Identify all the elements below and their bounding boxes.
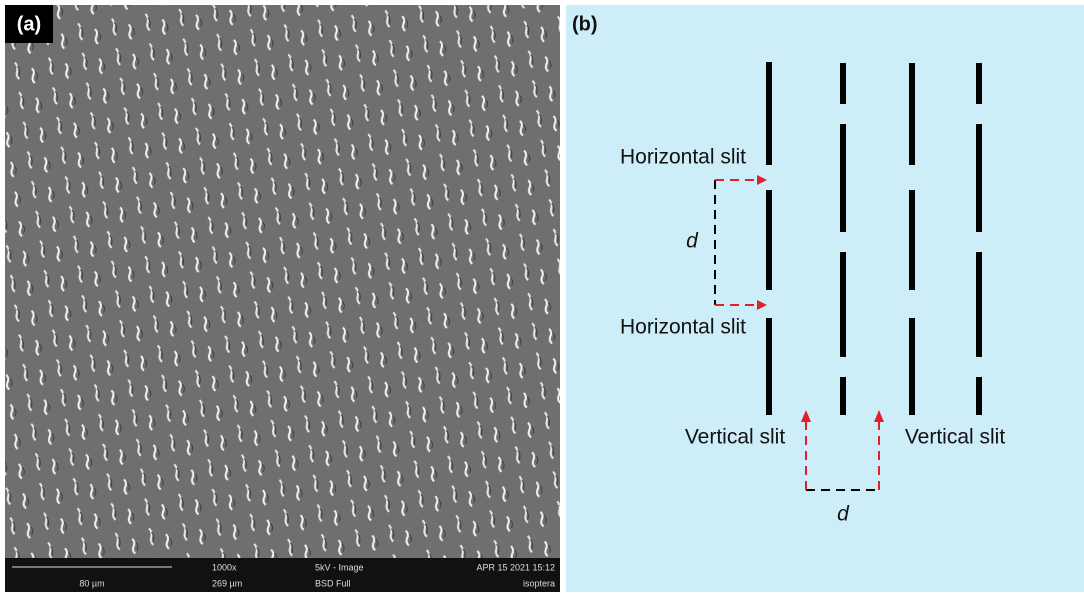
- figure: (a) 80 µm 1000x 269 µm 5kV - Image BSD F…: [0, 0, 1084, 593]
- sample: isoptera: [523, 578, 555, 588]
- magnification: 1000x: [212, 562, 237, 572]
- distance-label: d: [837, 503, 850, 526]
- field-width: 269 µm: [212, 578, 242, 588]
- voltage: 5kV - Image: [315, 562, 364, 572]
- slit-label: Horizontal slit: [620, 146, 746, 169]
- panel-label: (a): [17, 13, 41, 35]
- scale-text: 80 µm: [79, 578, 104, 588]
- detector: BSD Full: [315, 578, 351, 588]
- timestamp: APR 15 2021 15:12: [476, 562, 555, 572]
- slit-label: Vertical slit: [685, 426, 786, 449]
- slit-label: Vertical slit: [905, 426, 1006, 449]
- panel-bg: [566, 5, 1084, 592]
- panel-a: (a) 80 µm 1000x 269 µm 5kV - Image BSD F…: [5, 5, 560, 592]
- slit-label: Horizontal slit: [620, 316, 746, 339]
- panel-b: (b) Horizontal slit Horizontal slit Vert…: [566, 5, 1084, 592]
- panel-label: (b): [572, 13, 598, 35]
- distance-label: d: [686, 230, 699, 253]
- sem-image: [5, 5, 560, 558]
